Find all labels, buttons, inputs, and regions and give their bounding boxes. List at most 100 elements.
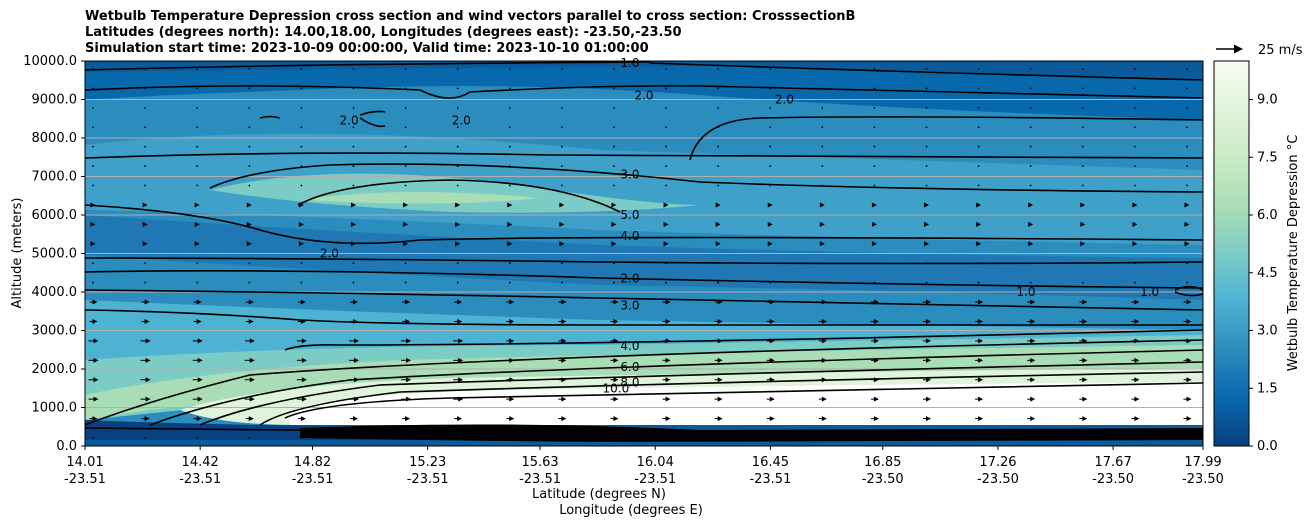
wind-vector bbox=[89, 416, 98, 422]
wind-vector bbox=[508, 281, 511, 284]
wind-vector bbox=[821, 126, 824, 129]
wind-vector bbox=[297, 416, 306, 422]
x-tick-label-lat: 16.04 bbox=[637, 455, 674, 470]
wind-vector bbox=[1081, 106, 1084, 109]
wind-vector bbox=[975, 377, 984, 383]
wind-vector bbox=[1081, 126, 1084, 129]
wind-vector bbox=[89, 299, 98, 305]
wind-vector bbox=[923, 416, 932, 422]
wind-vector bbox=[1134, 87, 1136, 90]
wind-vector bbox=[296, 357, 307, 363]
wind-vector bbox=[140, 357, 151, 363]
wind-vector bbox=[1028, 221, 1034, 227]
wind-vector bbox=[1186, 165, 1188, 168]
x-tick-label-lon: -23.51 bbox=[64, 472, 106, 487]
wind-vector bbox=[1134, 145, 1136, 148]
wind-vector bbox=[92, 145, 94, 148]
wind-vector bbox=[715, 202, 721, 208]
wind-vector bbox=[300, 68, 303, 70]
wind-vector bbox=[350, 241, 356, 247]
wind-vector bbox=[352, 106, 355, 109]
wind-vector bbox=[769, 126, 772, 129]
wind-vector bbox=[456, 281, 459, 284]
wind-vector bbox=[818, 416, 827, 422]
wind-vector bbox=[871, 241, 877, 247]
wind-vector bbox=[818, 338, 827, 344]
wind-vector bbox=[401, 396, 412, 402]
wind-vector bbox=[298, 202, 304, 208]
wind-vector bbox=[248, 184, 251, 187]
wind-vector bbox=[506, 357, 515, 363]
chart-title-line-1: Wetbulb Temperature Depression cross sec… bbox=[85, 9, 856, 24]
wind-vector bbox=[613, 126, 615, 129]
wind-vector bbox=[1131, 338, 1140, 344]
wind-vector bbox=[923, 377, 932, 383]
wind-vector bbox=[453, 338, 464, 344]
y-tick-label: 9000.0 bbox=[32, 93, 78, 108]
wind-vector bbox=[248, 68, 251, 70]
wind-vector bbox=[1186, 87, 1188, 90]
wind-vector bbox=[1028, 241, 1034, 247]
wind-vector bbox=[244, 338, 255, 344]
wind-vector bbox=[144, 126, 146, 129]
wind-vector bbox=[246, 202, 252, 208]
x-tick-label-lat: 17.99 bbox=[1184, 455, 1221, 470]
wind-vector bbox=[925, 437, 928, 439]
wind-vector bbox=[1183, 377, 1192, 383]
colorbar-tick-label: 3.0 bbox=[1257, 324, 1278, 339]
wind-vector bbox=[925, 126, 928, 129]
wind-vector bbox=[818, 377, 827, 383]
wind-vector bbox=[298, 241, 304, 247]
wind-vector bbox=[1186, 106, 1188, 109]
wind-vector bbox=[665, 145, 667, 148]
wind-vector bbox=[717, 106, 720, 109]
wind-vector bbox=[300, 184, 303, 187]
wind-vector bbox=[1186, 437, 1188, 439]
wind-vector bbox=[453, 396, 464, 402]
contour-label: 6.0 bbox=[620, 360, 639, 374]
wind-vector bbox=[248, 106, 251, 109]
x-tick-label-lon: -23.51 bbox=[634, 472, 676, 487]
colorbar: 0.0 1.5 3.0 4.5 6.0 7.5 9.0 Wetbulb Temperatur… bbox=[1213, 60, 1301, 454]
wind-vector bbox=[870, 318, 879, 324]
wind-vector bbox=[404, 437, 407, 439]
wind-vector bbox=[193, 416, 202, 422]
wind-vector bbox=[610, 357, 619, 363]
wind-vector bbox=[402, 416, 411, 422]
wind-vector bbox=[766, 318, 775, 324]
wind-vector bbox=[349, 416, 358, 422]
wind-vector bbox=[1029, 87, 1032, 90]
wind-vector bbox=[977, 145, 980, 148]
wind-vector bbox=[142, 241, 148, 247]
colorbar-label: Wetbulb Temperature Depression °C bbox=[1286, 135, 1301, 372]
wind-vector bbox=[454, 416, 463, 422]
wind-vector bbox=[194, 221, 200, 227]
wind-vector bbox=[766, 338, 775, 344]
wind-vector bbox=[506, 396, 515, 402]
wind-vector bbox=[349, 318, 358, 324]
wind-vector bbox=[401, 357, 412, 363]
wind-vector bbox=[665, 68, 667, 70]
wind-vector bbox=[90, 241, 96, 247]
wind-vector bbox=[975, 396, 984, 402]
wind-vector bbox=[1134, 262, 1136, 265]
wind-vector bbox=[508, 165, 511, 168]
contour-label: 2.0 bbox=[320, 247, 339, 261]
wind-vector bbox=[977, 281, 980, 284]
wind-vector bbox=[821, 106, 824, 109]
wind-vector bbox=[244, 396, 255, 402]
wind-vector bbox=[611, 202, 617, 208]
wind-vector bbox=[1029, 262, 1032, 265]
wind-vector bbox=[352, 145, 355, 148]
wind-vector bbox=[92, 281, 94, 284]
contour-label: 1.0 bbox=[1140, 285, 1159, 299]
wind-vector bbox=[819, 241, 825, 247]
wind-vector bbox=[662, 396, 671, 402]
wind-vector bbox=[714, 377, 723, 383]
wind-vector bbox=[717, 87, 720, 90]
wind-vector bbox=[1131, 377, 1140, 383]
wind-vector bbox=[456, 165, 459, 168]
wind-vector bbox=[717, 68, 720, 70]
wind-vector bbox=[767, 241, 773, 247]
wind-vector bbox=[244, 377, 255, 383]
